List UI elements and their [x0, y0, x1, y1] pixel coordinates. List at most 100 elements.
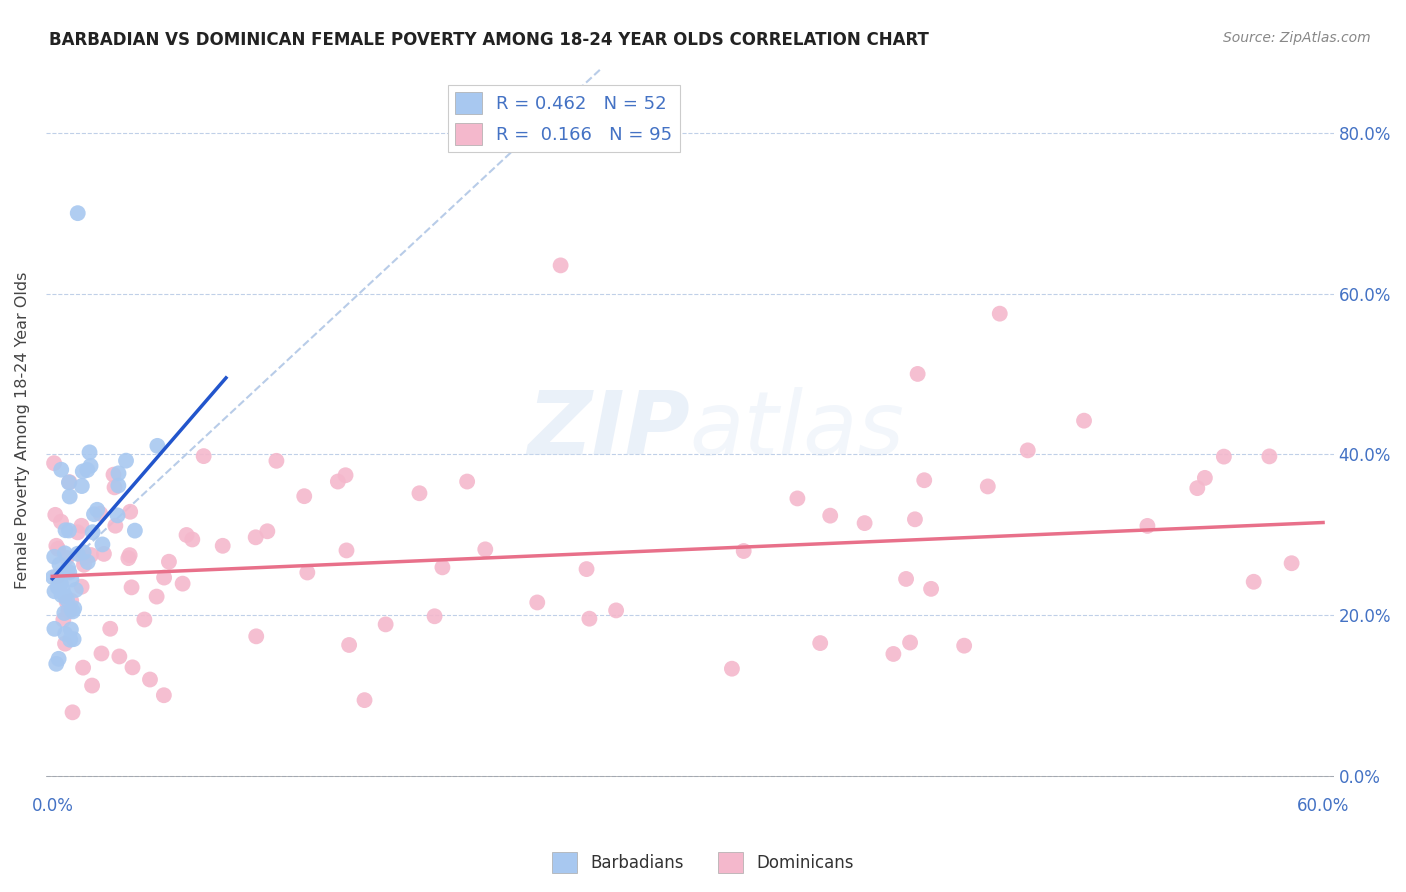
Point	[70, 479, 93, 493]
Point	[42, 456, 65, 470]
Point	[988, 307, 1011, 321]
Point	[575, 562, 598, 576]
Point	[90, 647, 112, 661]
Point	[62, 604, 84, 618]
Point	[72, 660, 94, 674]
Point	[721, 662, 744, 676]
Point	[1258, 450, 1281, 464]
Point	[157, 555, 180, 569]
Point	[107, 478, 129, 492]
Point	[55, 523, 77, 537]
Legend: R = 0.462   N = 52, R =  0.166   N = 95: R = 0.462 N = 52, R = 0.166 N = 95	[447, 85, 681, 153]
Point	[89, 507, 111, 521]
Text: Source: ZipAtlas.com: Source: ZipAtlas.com	[1223, 31, 1371, 45]
Point	[66, 525, 89, 540]
Point	[605, 603, 627, 617]
Point	[146, 439, 169, 453]
Point	[58, 561, 80, 575]
Point	[48, 558, 70, 572]
Point	[1073, 414, 1095, 428]
Point	[145, 590, 167, 604]
Point	[53, 606, 76, 620]
Point	[45, 657, 67, 671]
Point	[474, 542, 496, 557]
Point	[245, 629, 267, 643]
Point	[59, 490, 82, 504]
Point	[266, 454, 288, 468]
Point	[912, 473, 935, 487]
Point	[786, 491, 808, 506]
Point	[82, 525, 104, 540]
Point	[44, 508, 66, 522]
Point	[526, 595, 548, 609]
Point	[53, 637, 76, 651]
Point	[104, 518, 127, 533]
Point	[46, 541, 69, 556]
Point	[882, 647, 904, 661]
Point	[423, 609, 446, 624]
Point	[60, 573, 83, 587]
Point	[256, 524, 278, 539]
Point	[134, 613, 156, 627]
Point	[65, 582, 87, 597]
Point	[153, 688, 176, 702]
Point	[73, 558, 96, 572]
Point	[58, 524, 80, 538]
Point	[72, 464, 94, 478]
Point	[408, 486, 430, 500]
Point	[853, 516, 876, 530]
Point	[80, 679, 103, 693]
Point	[62, 706, 84, 720]
Point	[1017, 443, 1039, 458]
Point	[48, 652, 70, 666]
Point	[1281, 556, 1303, 570]
Point	[121, 660, 143, 674]
Point	[70, 580, 93, 594]
Point	[51, 588, 73, 602]
Point	[245, 530, 267, 544]
Point	[58, 475, 80, 490]
Point	[91, 537, 114, 551]
Text: atlas: atlas	[690, 387, 904, 473]
Point	[79, 458, 101, 473]
Point	[72, 550, 94, 565]
Point	[211, 539, 233, 553]
Y-axis label: Female Poverty Among 18-24 Year Olds: Female Poverty Among 18-24 Year Olds	[15, 271, 30, 589]
Point	[107, 467, 129, 481]
Point	[103, 467, 125, 482]
Point	[107, 508, 129, 523]
Point	[1187, 481, 1209, 495]
Text: BARBADIAN VS DOMINICAN FEMALE POVERTY AMONG 18-24 YEAR OLDS CORRELATION CHART: BARBADIAN VS DOMINICAN FEMALE POVERTY AM…	[49, 31, 929, 49]
Point	[58, 475, 80, 490]
Point	[49, 515, 72, 529]
Point	[1243, 574, 1265, 589]
Point	[818, 508, 841, 523]
Point	[66, 206, 89, 220]
Point	[353, 693, 375, 707]
Point	[48, 572, 70, 586]
Point	[53, 589, 76, 603]
Point	[60, 593, 83, 607]
Point	[76, 555, 98, 569]
Point	[1212, 450, 1234, 464]
Point	[79, 445, 101, 459]
Point	[292, 489, 315, 503]
Point	[326, 475, 349, 489]
Point	[80, 548, 103, 562]
Point	[1194, 471, 1216, 485]
Point	[550, 259, 572, 273]
Text: ZIP: ZIP	[527, 386, 690, 474]
Point	[63, 601, 86, 615]
Point	[45, 539, 67, 553]
Point	[59, 604, 82, 618]
Point	[920, 582, 942, 596]
Point	[907, 367, 929, 381]
Point	[176, 528, 198, 542]
Point	[66, 547, 89, 561]
Point	[120, 505, 142, 519]
Point	[456, 475, 478, 489]
Point	[59, 632, 82, 647]
Point	[172, 576, 194, 591]
Point	[337, 638, 360, 652]
Point	[72, 545, 94, 559]
